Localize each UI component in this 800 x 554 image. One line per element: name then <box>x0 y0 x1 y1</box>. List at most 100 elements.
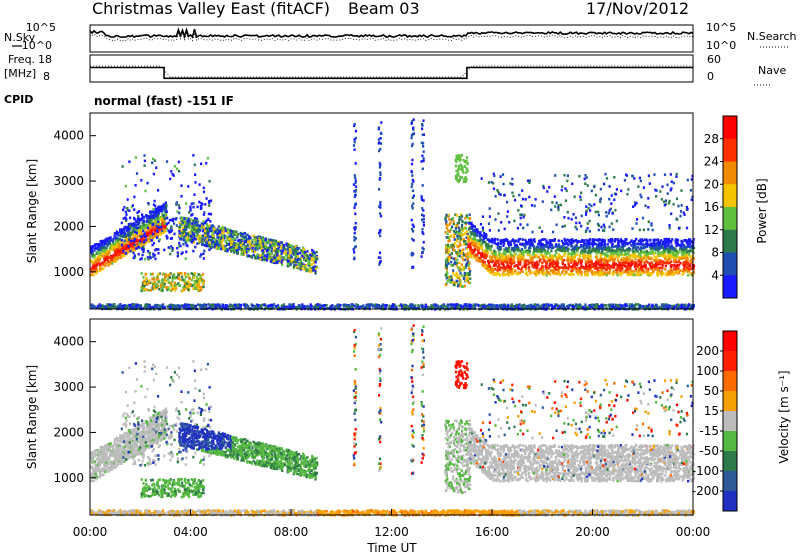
heatmap-cell <box>293 245 296 249</box>
heatmap-cell <box>556 260 559 264</box>
heatmap-cell <box>134 226 138 229</box>
heatmap-cell <box>626 265 629 268</box>
heatmap-cell <box>675 252 678 255</box>
heatmap-cell <box>639 273 642 277</box>
heatmap-cell <box>638 252 641 256</box>
heatmap-cell <box>493 249 496 253</box>
heatmap-cell <box>126 208 129 212</box>
heatmap-cell <box>637 245 640 249</box>
heatmap-cell <box>311 252 314 256</box>
heatmap-cell <box>141 247 144 251</box>
heatmap-cell <box>143 154 146 157</box>
heatmap-cell <box>242 231 245 235</box>
heatmap-cell <box>588 240 591 243</box>
nave-line <box>90 65 693 78</box>
heatmap-cell <box>256 253 259 257</box>
heatmap-cell <box>133 222 136 225</box>
heatmap-cell <box>93 247 96 251</box>
heatmap-cell <box>286 248 289 251</box>
heatmap-cell <box>123 242 126 246</box>
heatmap-cell <box>139 238 142 242</box>
heatmap-cell <box>591 240 594 243</box>
heatmap-cell <box>187 288 190 291</box>
heatmap-cell <box>138 242 141 245</box>
heatmap-cell <box>469 270 472 273</box>
heatmap-cell <box>644 238 648 241</box>
heatmap-cell <box>277 243 280 246</box>
heatmap-cell <box>210 226 214 229</box>
heatmap-cell <box>170 282 173 285</box>
heatmap-cell <box>627 264 630 267</box>
heatmap-cell <box>306 250 309 253</box>
heatmap-cell <box>656 273 659 277</box>
heatmap-cell <box>270 240 273 244</box>
heatmap-cell <box>628 273 631 277</box>
heatmap-cell <box>549 265 552 268</box>
heatmap-cell <box>147 234 150 237</box>
heatmap-cell <box>494 263 497 267</box>
heatmap-cell <box>194 286 197 289</box>
heatmap-cell <box>574 238 577 242</box>
heatmap-cell <box>155 234 158 237</box>
freq-line <box>90 66 693 80</box>
heatmap-cell <box>223 236 226 240</box>
heatmap-cell <box>170 225 173 228</box>
heatmap-cell <box>562 247 566 250</box>
heatmap-cell <box>103 250 106 253</box>
heatmap-cell <box>460 249 464 252</box>
heatmap-cell <box>140 272 143 275</box>
heatmap-cell <box>193 283 196 286</box>
heatmap-cell <box>487 244 490 248</box>
heatmap-cell <box>456 239 459 243</box>
heatmap-cell <box>176 167 179 171</box>
heatmap-cell <box>600 260 603 264</box>
heatmap-cell <box>206 225 209 228</box>
heatmap-cell <box>670 244 673 247</box>
heatmap-cell <box>634 253 637 256</box>
heatmap-cell <box>166 273 169 277</box>
heatmap-cell <box>125 219 128 222</box>
heatmap-cell <box>127 222 130 226</box>
heatmap-cell <box>588 238 591 241</box>
heatmap-cell <box>298 246 301 250</box>
heatmap-cell <box>233 237 236 240</box>
heatmap-cell <box>169 272 172 275</box>
heatmap-cell <box>465 214 468 217</box>
heatmap-cell <box>505 273 508 276</box>
heatmap-cell <box>502 240 505 244</box>
heatmap-cell <box>653 259 656 262</box>
heatmap-cell <box>134 184 137 187</box>
heatmap-cell <box>201 223 205 226</box>
heatmap-cell <box>692 270 695 274</box>
heatmap-cell <box>681 246 684 250</box>
heatmap-cell <box>226 248 229 252</box>
heatmap-cell <box>260 247 263 251</box>
heatmap-cell <box>148 279 151 282</box>
heatmap-cell <box>672 273 675 276</box>
heatmap-cell <box>645 255 648 259</box>
heatmap-cell <box>104 238 107 242</box>
heatmap-cell <box>156 275 159 278</box>
heatmap-cell <box>98 242 101 246</box>
heatmap-cell <box>145 215 148 219</box>
heatmap-cell <box>545 240 548 244</box>
heatmap-cell <box>531 260 534 264</box>
heatmap-cell <box>669 249 672 252</box>
heatmap-cell <box>197 228 200 231</box>
heatmap-cell <box>167 221 170 225</box>
heatmap-cell <box>153 199 156 203</box>
heatmap-cell <box>155 214 158 218</box>
heatmap-cell <box>566 242 569 246</box>
heatmap-cell <box>260 244 263 247</box>
heatmap-cell <box>490 267 494 270</box>
heatmap-cell <box>529 269 532 273</box>
heatmap-cell <box>643 254 646 257</box>
heatmap-cell <box>569 258 572 262</box>
heatmap-cell <box>494 267 497 271</box>
heatmap-cell <box>464 216 467 220</box>
heatmap-cell <box>648 243 651 246</box>
heatmap-cell <box>123 239 126 243</box>
heatmap-cell <box>637 267 641 270</box>
heatmap-cell <box>549 254 552 258</box>
heatmap-cell <box>163 225 166 228</box>
